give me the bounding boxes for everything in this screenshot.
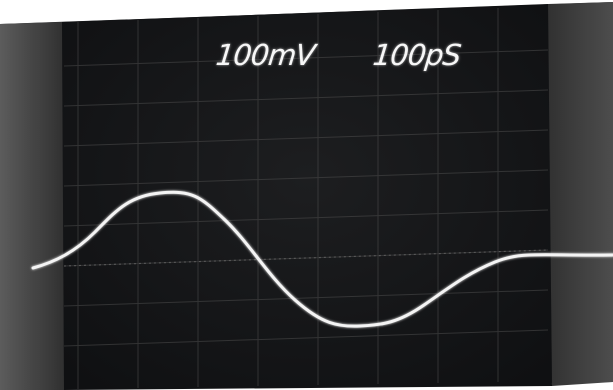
volts-per-div-readout: 100mV — [214, 38, 317, 72]
center-axis — [63, 249, 549, 267]
left-bezel — [0, 22, 64, 390]
waveform-trace — [31, 190, 613, 328]
time-per-div-readout: 100pS — [371, 38, 462, 72]
right-bezel — [548, 2, 613, 386]
